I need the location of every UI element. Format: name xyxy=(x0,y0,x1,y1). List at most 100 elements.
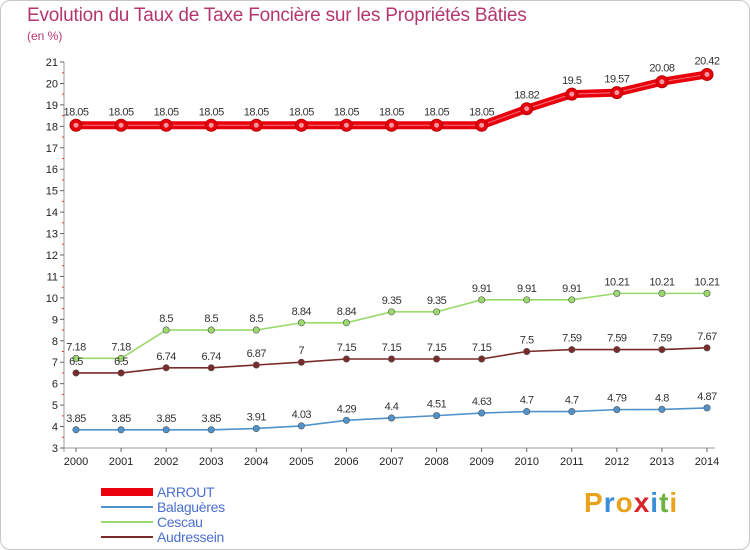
data-label-audressein: 7.5 xyxy=(520,335,534,347)
legend-swatch-cescau xyxy=(101,521,153,523)
data-point-audressein[interactable] xyxy=(342,355,350,363)
data-point-audressein[interactable] xyxy=(162,364,170,372)
data-point-audressein[interactable] xyxy=(478,355,486,363)
data-point-cescau[interactable] xyxy=(613,289,621,297)
data-point-balagueres[interactable] xyxy=(387,414,395,422)
data-point-balagueres[interactable] xyxy=(703,404,711,412)
data-point-audressein[interactable] xyxy=(387,355,395,363)
y-tick-label: 19 xyxy=(46,100,58,112)
data-point-cescau[interactable] xyxy=(523,296,531,304)
data-label-arrout: 18.05 xyxy=(154,106,179,118)
data-point-cescau[interactable] xyxy=(568,296,576,304)
data-point-audressein[interactable] xyxy=(523,347,531,355)
data-point-balagueres[interactable] xyxy=(568,408,576,416)
data-point-balagueres[interactable] xyxy=(478,409,486,417)
data-point-audressein[interactable] xyxy=(703,344,711,352)
data-point-balagueres[interactable] xyxy=(117,426,125,434)
data-point-cescau[interactable] xyxy=(297,319,305,327)
data-point-highlight-arrout xyxy=(343,122,349,128)
data-point-cescau[interactable] xyxy=(658,289,666,297)
data-label-audressein: 7.15 xyxy=(427,342,447,354)
data-point-balagueres[interactable] xyxy=(613,406,621,414)
data-point-audressein[interactable] xyxy=(568,346,576,354)
data-point-highlight-arrout xyxy=(434,122,440,128)
x-tick-label: 2001 xyxy=(109,456,133,468)
data-label-balagueres: 3.85 xyxy=(111,413,131,425)
data-point-cescau[interactable] xyxy=(433,308,441,316)
data-point-audressein[interactable] xyxy=(207,364,215,372)
data-point-cescau[interactable] xyxy=(72,354,80,362)
x-tick-label: 2014 xyxy=(695,456,719,468)
y-tick-label: 18 xyxy=(46,121,58,133)
data-point-audressein[interactable] xyxy=(72,369,80,377)
x-tick-label: 2011 xyxy=(560,456,584,468)
chart-title: Evolution du Taux de Taxe Foncière sur l… xyxy=(27,5,527,26)
data-point-audressein[interactable] xyxy=(297,358,305,366)
y-tick-label: 16 xyxy=(46,164,58,176)
logo-letter: r xyxy=(603,487,616,518)
data-point-balagueres[interactable] xyxy=(162,426,170,434)
data-point-cescau[interactable] xyxy=(703,289,711,297)
legend-item-arrout[interactable]: ARROUT xyxy=(101,484,321,500)
legend-label-balagueres: Balaguères xyxy=(157,499,225,515)
data-label-balagueres: 4.7 xyxy=(565,395,579,407)
legend-item-audressein[interactable]: Audressein xyxy=(101,529,321,545)
data-label-arrout: 19.57 xyxy=(604,74,629,86)
data-point-cescau[interactable] xyxy=(387,308,395,316)
y-tick-label: 17 xyxy=(46,143,58,155)
data-point-balagueres[interactable] xyxy=(72,426,80,434)
y-tick-label: 10 xyxy=(46,293,58,305)
data-label-cescau: 8.5 xyxy=(204,313,218,325)
data-point-balagueres[interactable] xyxy=(523,408,531,416)
data-label-arrout: 18.05 xyxy=(63,106,88,118)
data-point-cescau[interactable] xyxy=(207,326,215,334)
x-tick-label: 2004 xyxy=(244,456,268,468)
data-point-balagueres[interactable] xyxy=(433,412,441,420)
chart-unit-label: (en %) xyxy=(27,29,63,43)
data-point-highlight-arrout xyxy=(389,122,394,128)
data-point-cescau[interactable] xyxy=(342,319,350,327)
data-point-balagueres[interactable] xyxy=(207,426,215,434)
legend-swatch-balagueres xyxy=(101,506,153,508)
data-label-cescau: 10.21 xyxy=(604,276,629,288)
data-point-cescau[interactable] xyxy=(478,296,486,304)
data-point-audressein[interactable] xyxy=(613,346,621,354)
data-label-arrout: 18.05 xyxy=(334,106,359,118)
data-point-balagueres[interactable] xyxy=(297,422,305,430)
data-label-cescau: 9.91 xyxy=(517,283,537,295)
data-point-balagueres[interactable] xyxy=(658,405,666,413)
data-label-audressein: 6.74 xyxy=(156,351,176,363)
data-label-audressein: 7 xyxy=(299,345,305,357)
x-tick-label: 2002 xyxy=(154,456,178,468)
data-label-cescau: 9.35 xyxy=(427,295,447,307)
data-labels: 3.85 3.85 3.85 3.85 3.91 4.03 4.29 4.4 4.51 4.63 4… xyxy=(63,55,720,425)
legend-item-cescau[interactable]: Cescau xyxy=(101,514,321,530)
data-point-cescau[interactable] xyxy=(162,326,170,334)
data-point-audressein[interactable] xyxy=(117,369,125,377)
data-label-cescau: 10.21 xyxy=(649,276,674,288)
x-tick-label: 2012 xyxy=(605,456,629,468)
data-point-highlight-arrout xyxy=(253,122,259,128)
legend-item-balagueres[interactable]: Balaguères xyxy=(101,499,321,515)
data-point-audressein[interactable] xyxy=(252,361,260,369)
y-tick-label: 4 xyxy=(52,422,58,434)
data-label-audressein: 7.15 xyxy=(382,342,402,354)
logo-letter: i xyxy=(669,487,679,518)
series-lines xyxy=(69,67,714,434)
y-tick-label: 11 xyxy=(47,271,58,283)
series-balagueres xyxy=(72,404,711,434)
data-point-cescau[interactable] xyxy=(117,354,125,362)
data-point-cescau[interactable] xyxy=(252,326,260,334)
data-label-cescau: 9.35 xyxy=(382,295,402,307)
data-label-audressein: 6.87 xyxy=(247,348,267,360)
data-point-audressein[interactable] xyxy=(433,355,441,363)
x-tick-label: 2007 xyxy=(379,456,403,468)
data-point-audressein[interactable] xyxy=(658,346,666,354)
data-point-balagueres[interactable] xyxy=(342,416,350,424)
data-point-balagueres[interactable] xyxy=(252,424,260,432)
series-audressein xyxy=(72,344,711,377)
logo-letter: P xyxy=(584,487,604,518)
data-label-arrout: 19.5 xyxy=(562,75,582,87)
